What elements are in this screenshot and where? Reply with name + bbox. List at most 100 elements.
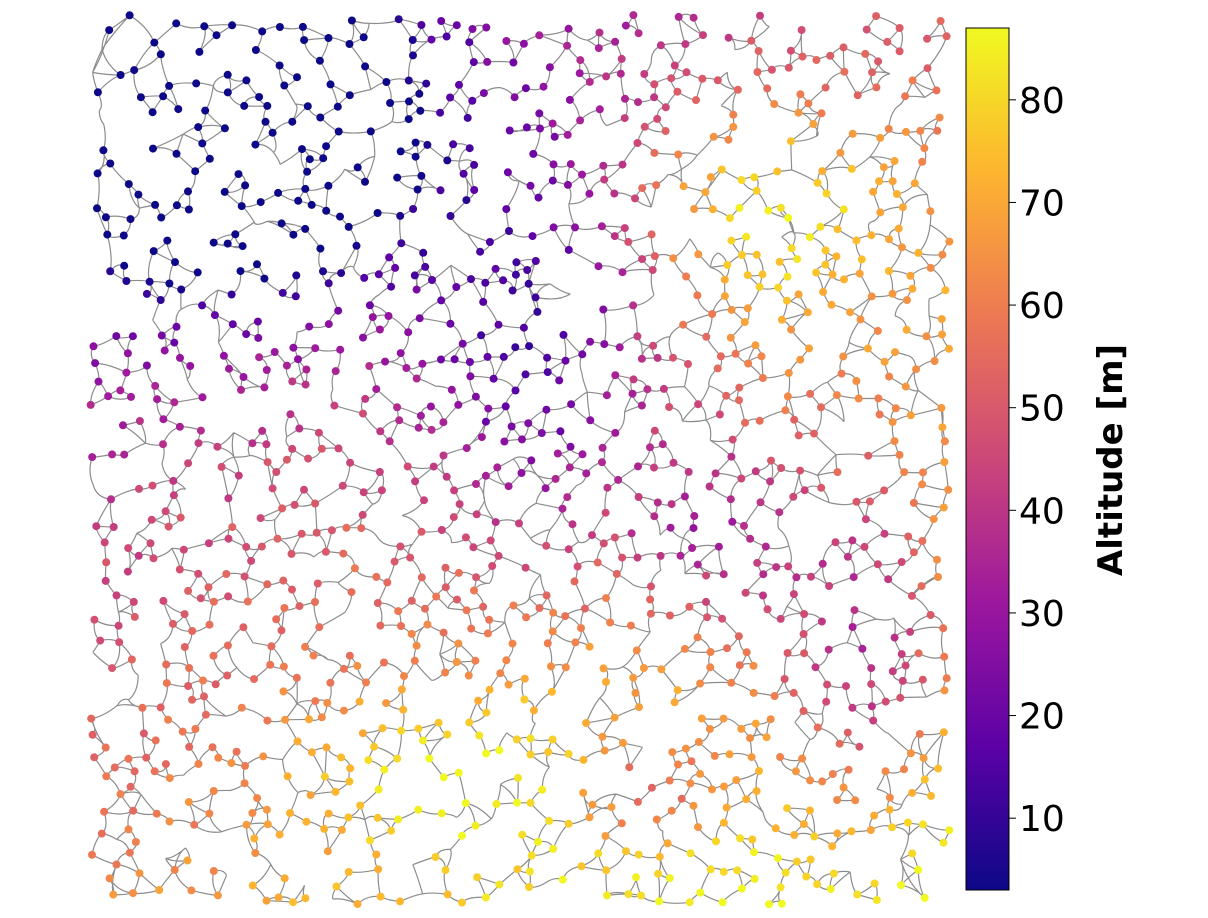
intersection-node xyxy=(665,776,674,785)
intersection-node xyxy=(512,735,521,744)
intersection-node xyxy=(104,392,113,401)
intersection-node xyxy=(833,829,842,838)
intersection-node xyxy=(835,739,844,748)
intersection-node xyxy=(839,783,848,792)
intersection-node xyxy=(300,36,309,45)
intersection-node xyxy=(434,718,443,727)
intersection-node xyxy=(694,400,703,409)
intersection-node xyxy=(840,275,848,284)
intersection-node xyxy=(298,22,307,31)
intersection-node xyxy=(334,127,343,136)
colorbar-ticks: 10 20 30 40 50 60 70 80 xyxy=(1009,81,1065,840)
intersection-node xyxy=(138,703,147,712)
intersection-node xyxy=(636,891,645,900)
intersection-node xyxy=(547,662,555,671)
intersection-node xyxy=(337,825,346,834)
intersection-node xyxy=(482,23,491,32)
intersection-node xyxy=(898,243,906,252)
intersection-node xyxy=(169,619,177,628)
intersection-node xyxy=(301,894,310,903)
intersection-node xyxy=(170,865,179,874)
colorbar-tick-label: 10 xyxy=(1019,799,1065,840)
street-edges xyxy=(89,13,950,905)
intersection-node xyxy=(470,160,479,169)
intersection-node xyxy=(599,664,608,673)
intersection-node xyxy=(890,633,899,642)
intersection-node xyxy=(527,456,536,465)
intersection-node xyxy=(518,830,527,839)
intersection-node xyxy=(303,167,312,176)
intersection-node xyxy=(275,830,284,839)
intersection-node xyxy=(923,64,932,73)
intersection-node xyxy=(867,231,876,240)
intersection-node xyxy=(894,224,903,233)
intersection-node xyxy=(818,559,827,568)
intersection-node xyxy=(130,66,139,75)
intersection-node xyxy=(384,312,393,320)
intersection-node xyxy=(800,649,809,658)
intersection-node xyxy=(910,179,919,188)
intersection-node xyxy=(558,504,567,513)
intersection-node xyxy=(705,482,714,491)
intersection-node xyxy=(549,160,558,169)
intersection-node xyxy=(361,177,369,186)
intersection-node xyxy=(690,512,699,520)
intersection-node xyxy=(906,627,915,636)
intersection-node xyxy=(918,157,927,166)
intersection-node xyxy=(91,359,100,368)
intersection-node xyxy=(912,365,921,374)
colorbar-tick-label: 40 xyxy=(1019,491,1065,532)
intersection-node xyxy=(646,609,655,618)
intersection-node xyxy=(732,776,741,785)
intersection-node xyxy=(375,468,384,476)
intersection-node xyxy=(942,674,951,683)
intersection-node xyxy=(547,687,556,696)
intersection-node xyxy=(263,820,272,829)
intersection-node xyxy=(128,332,137,341)
intersection-node xyxy=(148,108,157,117)
intersection-node xyxy=(796,90,805,99)
intersection-node xyxy=(352,241,361,250)
intersection-node xyxy=(669,353,677,362)
intersection-node xyxy=(101,576,110,585)
intersection-node xyxy=(533,307,542,316)
intersection-node xyxy=(119,421,127,430)
intersection-node xyxy=(301,642,310,651)
intersection-node xyxy=(896,693,905,702)
intersection-node xyxy=(945,237,954,246)
intersection-node xyxy=(559,330,568,339)
intersection-node xyxy=(890,157,899,165)
intersection-node xyxy=(610,533,619,542)
intersection-node xyxy=(510,93,519,102)
intersection-node xyxy=(211,680,220,689)
intersection-node xyxy=(224,534,233,543)
intersection-node xyxy=(477,433,486,442)
intersection-node xyxy=(251,849,260,857)
intersection-node xyxy=(494,551,503,560)
intersection-node xyxy=(172,149,181,158)
intersection-node xyxy=(223,671,232,680)
intersection-node xyxy=(861,515,870,524)
intersection-node xyxy=(126,782,135,791)
intersection-node xyxy=(753,558,762,567)
intersection-node xyxy=(855,269,864,278)
intersection-node xyxy=(571,638,580,647)
intersection-node xyxy=(522,123,531,132)
intersection-node xyxy=(511,386,520,395)
intersection-node xyxy=(772,563,781,572)
intersection-node xyxy=(450,355,459,364)
intersection-node xyxy=(854,394,863,403)
intersection-node xyxy=(634,98,642,107)
intersection-node xyxy=(906,411,915,420)
intersection-node xyxy=(519,39,528,48)
intersection-node xyxy=(359,33,368,42)
intersection-node xyxy=(598,732,607,741)
intersection-node xyxy=(473,873,482,882)
intersection-node xyxy=(337,753,346,762)
intersection-node xyxy=(674,12,683,21)
intersection-node xyxy=(359,488,368,497)
intersection-node xyxy=(239,373,248,381)
intersection-node xyxy=(895,450,904,459)
intersection-node xyxy=(848,536,857,545)
intersection-node xyxy=(90,615,99,624)
